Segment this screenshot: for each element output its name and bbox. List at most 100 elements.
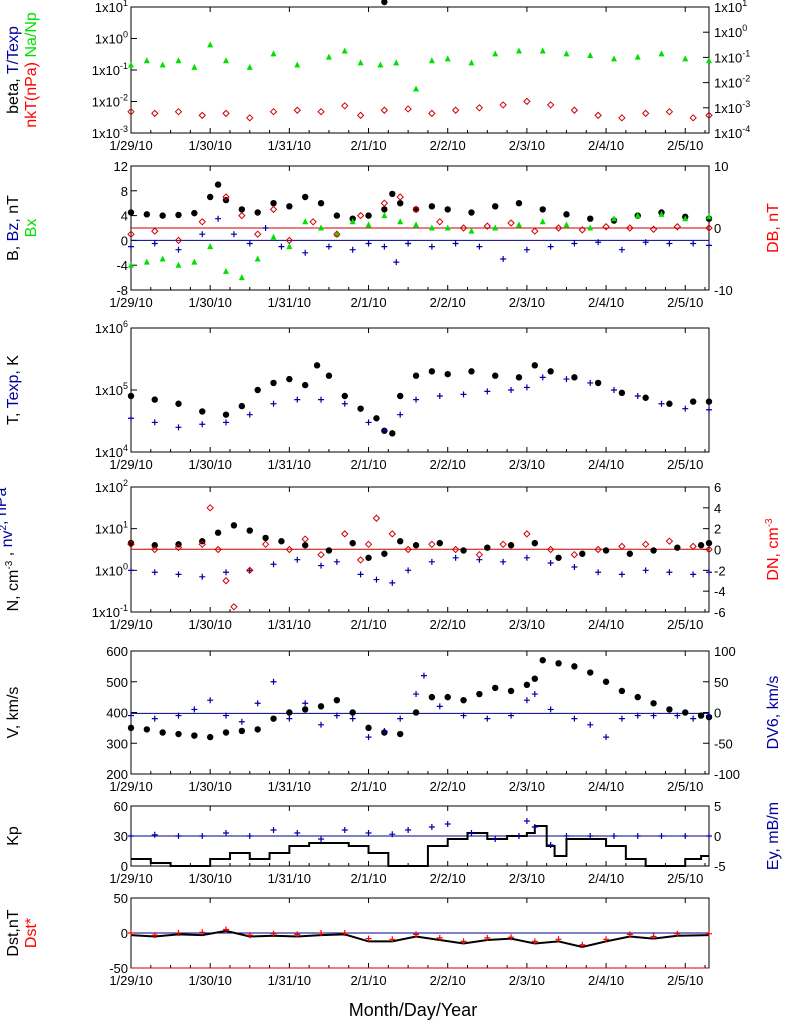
data-point — [214, 181, 222, 188]
data-point — [127, 539, 135, 547]
x-axis-title: Month/Day/Year — [349, 1000, 477, 1020]
x-tick-label: 2/5/10 — [667, 457, 703, 472]
data-point — [405, 567, 412, 574]
tick-label: 8 — [121, 184, 128, 199]
x-tick-label: 2/1/10 — [350, 617, 386, 632]
data-point — [682, 215, 689, 222]
data-point — [706, 406, 712, 413]
data-point — [318, 562, 325, 569]
data-point — [690, 715, 697, 722]
series-0 — [131, 825, 709, 867]
x-tick-label: 2/2/10 — [430, 973, 466, 988]
data-point — [175, 261, 182, 268]
data-point — [531, 227, 539, 235]
data-point — [460, 712, 467, 719]
data-point — [128, 261, 134, 268]
x-tick-label: 2/4/10 — [588, 973, 624, 988]
axis-label: nkT(nPa) Na/Np — [23, 12, 40, 128]
data-point — [262, 225, 269, 231]
data-point — [286, 243, 293, 250]
data-point — [468, 227, 475, 234]
data-point — [594, 111, 602, 120]
plot-frame — [130, 650, 710, 775]
data-point — [127, 540, 135, 548]
data-point — [658, 400, 665, 407]
data-point — [175, 424, 182, 431]
tick-label: 1x10-2 — [92, 93, 128, 110]
data-point — [428, 243, 435, 250]
data-point — [642, 239, 649, 246]
tick-label: 1x10-3 — [92, 124, 128, 141]
data-point — [547, 706, 554, 713]
x-tick-label: 1/30/10 — [188, 973, 231, 988]
data-point — [468, 830, 475, 836]
data-point — [587, 379, 594, 386]
data-point — [673, 223, 682, 231]
data-point — [539, 206, 546, 213]
tick-label: -5 — [714, 859, 726, 874]
data-point — [238, 727, 246, 735]
data-point — [444, 224, 451, 231]
series-2 — [127, 504, 713, 611]
data-point — [357, 59, 364, 66]
data-point — [223, 57, 230, 64]
x-tick-label: 2/3/10 — [509, 973, 545, 988]
data-point — [706, 57, 712, 64]
data-point — [356, 111, 365, 120]
data-point — [223, 712, 230, 719]
data-point — [128, 833, 134, 839]
data-point — [484, 388, 491, 395]
data-point — [682, 405, 689, 412]
data-point — [531, 938, 538, 945]
tick-label: 1x100 — [95, 561, 128, 578]
x-tick-label: 2/2/10 — [430, 779, 466, 794]
data-point — [318, 721, 325, 728]
data-point — [602, 547, 610, 554]
data-point — [302, 218, 309, 225]
data-point — [444, 693, 451, 701]
data-point — [294, 830, 301, 836]
data-point — [270, 561, 277, 568]
data-point — [523, 681, 531, 689]
tick-label: 1x104 — [95, 443, 128, 460]
data-point — [555, 660, 562, 667]
tick-label: 4 — [714, 501, 721, 516]
data-point — [618, 571, 625, 578]
data-point — [499, 540, 507, 548]
x-tick-label: 2/3/10 — [509, 295, 545, 310]
data-point — [642, 567, 649, 574]
data-point — [389, 936, 396, 943]
data-point — [238, 718, 245, 725]
axis-label: DB, nT — [765, 203, 782, 253]
data-point — [595, 239, 602, 246]
data-point — [159, 729, 166, 736]
data-point — [206, 193, 214, 201]
axis-label: Kp — [5, 826, 22, 846]
data-point — [690, 240, 697, 247]
tick-label: 1x100 — [95, 30, 128, 47]
data-point — [706, 242, 712, 249]
data-point — [365, 240, 372, 247]
data-point — [222, 411, 230, 418]
data-point — [191, 63, 198, 70]
data-point — [413, 691, 420, 698]
data-point — [199, 929, 206, 936]
data-point — [341, 827, 348, 833]
data-point — [302, 700, 309, 707]
series-2 — [128, 210, 712, 281]
data-point — [349, 539, 356, 547]
data-point — [650, 547, 657, 554]
data-point — [563, 376, 570, 383]
data-point — [570, 551, 579, 559]
data-point — [388, 530, 396, 538]
data-point — [175, 57, 182, 64]
data-point — [238, 211, 246, 220]
data-point — [658, 210, 665, 217]
tick-label: -50 — [109, 961, 128, 976]
data-point — [199, 408, 206, 415]
data-point — [531, 675, 539, 682]
data-point — [151, 932, 158, 939]
data-point — [665, 107, 674, 116]
data-point — [499, 101, 507, 109]
data-point — [634, 712, 641, 719]
